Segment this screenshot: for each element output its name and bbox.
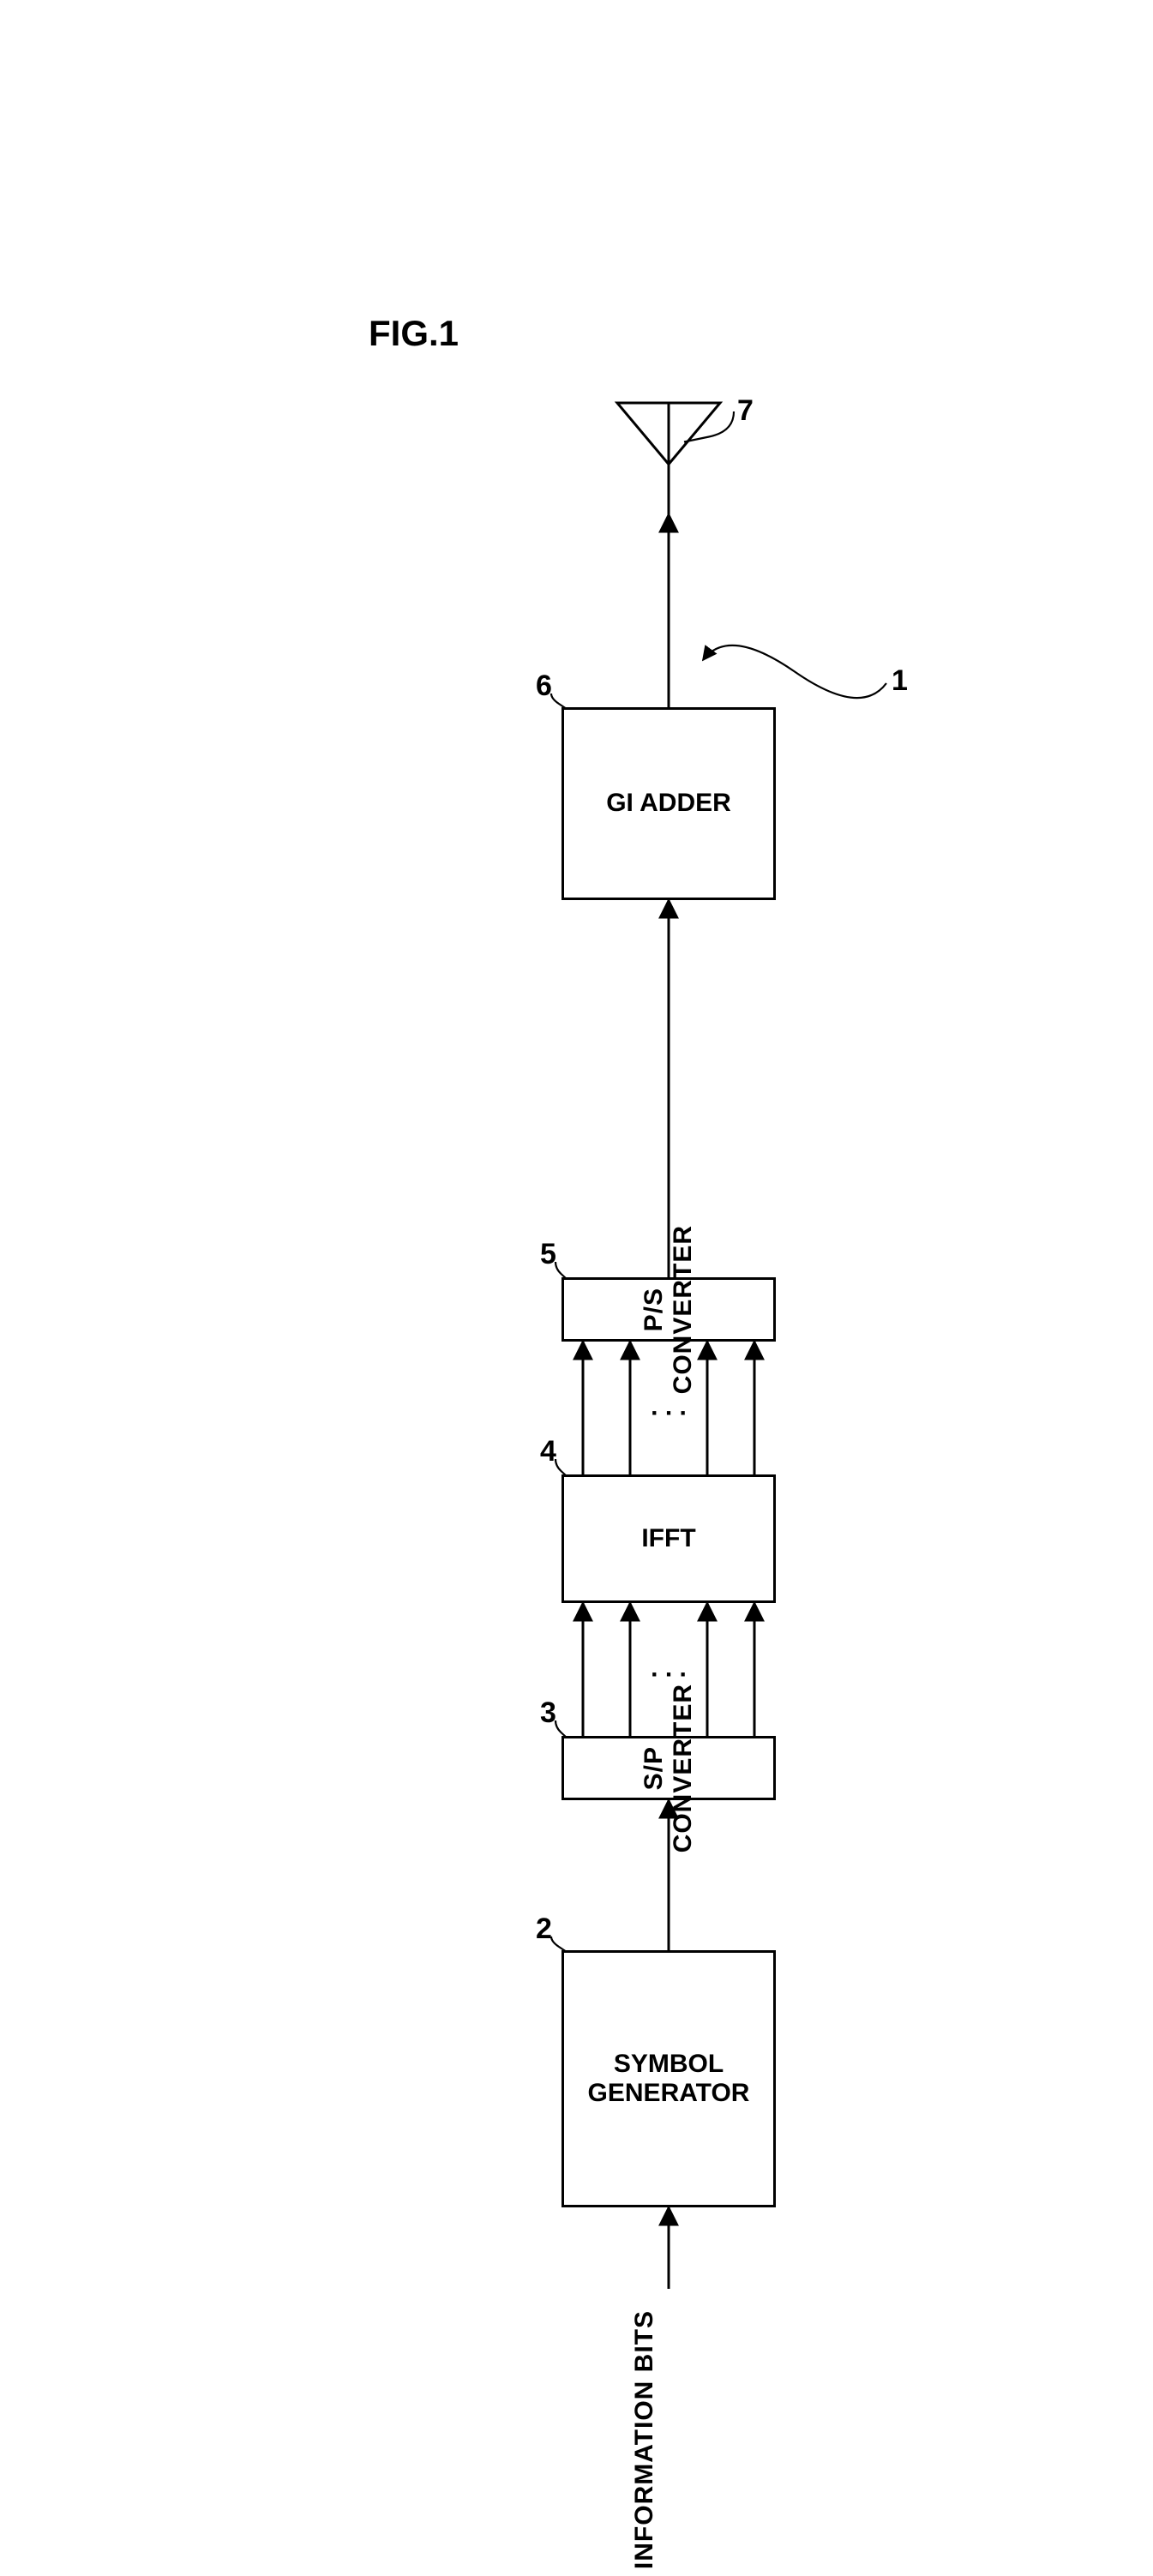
refnum-3: 3 xyxy=(540,1696,556,1730)
figure-canvas: FIG.1 SYMBOLGENERATOR S/P CONVERTER IFFT… xyxy=(0,0,1153,2383)
refnum-4: 4 xyxy=(540,1435,556,1468)
input-label: INFORMATION BITS xyxy=(630,2310,688,2576)
block-sp-converter: S/P CONVERTER xyxy=(561,1736,776,1800)
refnum-6: 6 xyxy=(536,670,552,703)
block-label: SYMBOLGENERATOR xyxy=(588,2050,750,2109)
refnum-1: 1 xyxy=(892,664,908,698)
block-symbol-generator: SYMBOLGENERATOR xyxy=(561,1950,776,2207)
refnum-5: 5 xyxy=(540,1238,556,1271)
block-ps-converter: P/S CONVERTER xyxy=(561,1277,776,1342)
block-label: P/S CONVERTER xyxy=(640,1225,698,1394)
block-label: GI ADDER xyxy=(606,789,731,819)
block-label: S/P CONVERTER xyxy=(640,1684,698,1852)
figure-title: FIG.1 xyxy=(369,313,459,354)
svg-text:. . .: . . . xyxy=(651,1654,687,1683)
refnum-2: 2 xyxy=(536,1912,552,1946)
block-gi-adder: GI ADDER xyxy=(561,707,776,900)
svg-text:. . .: . . . xyxy=(651,1393,687,1421)
block-ifft: IFFT xyxy=(561,1474,776,1603)
refnum-7: 7 xyxy=(737,394,754,428)
block-label: IFFT xyxy=(641,1524,695,1554)
